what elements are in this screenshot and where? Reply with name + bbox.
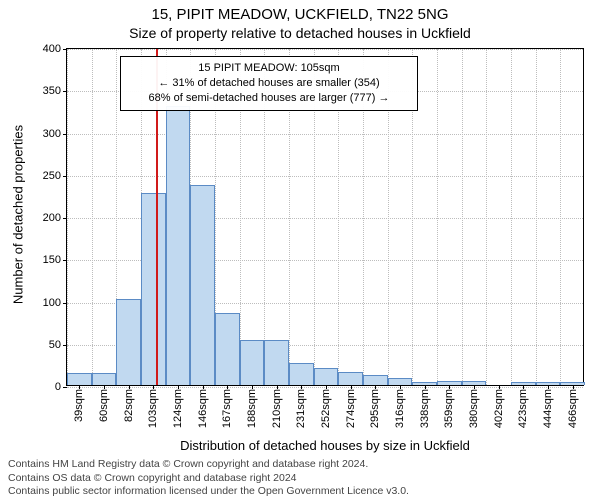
xtick-label: 60sqm — [98, 389, 110, 422]
ytick-label: 100 — [43, 297, 67, 309]
ytick-label: 150 — [43, 254, 67, 266]
y-axis-label: Number of detached properties — [11, 115, 26, 315]
annotation-line: ← 31% of detached houses are smaller (35… — [129, 76, 409, 91]
histogram-bar — [264, 340, 289, 385]
xtick-label: 231sqm — [295, 389, 307, 428]
xtick-label: 402sqm — [493, 389, 505, 428]
xtick-label: 316sqm — [394, 389, 406, 428]
histogram-bar — [116, 299, 141, 385]
grid-line-v — [486, 49, 487, 385]
chart-container: 15, PIPIT MEADOW, UCKFIELD, TN22 5NG Siz… — [0, 0, 600, 500]
ytick-label: 50 — [49, 339, 67, 351]
grid-line-v — [462, 49, 463, 385]
histogram-bar — [190, 185, 215, 385]
grid-line-v — [92, 49, 93, 385]
grid-line-v — [511, 49, 512, 385]
histogram-bar — [388, 378, 413, 385]
annotation-box: 15 PIPIT MEADOW: 105sqm ← 31% of detache… — [120, 56, 418, 111]
ytick-label: 300 — [43, 128, 67, 140]
grid-line-v — [67, 49, 68, 385]
xtick-label: 39sqm — [73, 389, 85, 422]
annotation-line: 15 PIPIT MEADOW: 105sqm — [129, 61, 409, 76]
grid-line-v — [437, 49, 438, 385]
histogram-bar — [92, 373, 117, 385]
ytick-label: 350 — [43, 85, 67, 97]
histogram-bar — [166, 106, 191, 385]
xtick-label: 103sqm — [147, 389, 159, 428]
xtick-label: 252sqm — [320, 389, 332, 428]
xtick-label: 146sqm — [197, 389, 209, 428]
grid-line-v — [536, 49, 537, 385]
ytick-label: 250 — [43, 170, 67, 182]
xtick-label: 167sqm — [221, 389, 233, 428]
chart-title-main: 15, PIPIT MEADOW, UCKFIELD, TN22 5NG — [0, 0, 600, 23]
grid-line-h — [67, 176, 583, 177]
xtick-label: 359sqm — [443, 389, 455, 428]
caption-line: Contains HM Land Registry data © Crown c… — [8, 458, 592, 472]
histogram-bar — [289, 363, 314, 385]
histogram-bar — [338, 372, 363, 385]
histogram-bar — [215, 313, 240, 385]
caption-line: Contains public sector information licen… — [8, 485, 592, 499]
grid-line-h — [67, 387, 583, 388]
grid-line-v — [560, 49, 561, 385]
xtick-label: 210sqm — [271, 389, 283, 428]
ytick-label: 400 — [43, 43, 67, 55]
histogram-bar — [314, 368, 339, 385]
annotation-line: 68% of semi-detached houses are larger (… — [129, 91, 409, 106]
xtick-label: 380sqm — [468, 389, 480, 428]
caption-line: Contains OS data © Crown copyright and d… — [8, 472, 592, 486]
ytick-label: 200 — [43, 212, 67, 224]
chart-title-sub: Size of property relative to detached ho… — [0, 23, 600, 41]
histogram-bar — [67, 373, 92, 385]
xtick-label: 295sqm — [369, 389, 381, 428]
ytick-label: 0 — [55, 381, 67, 393]
grid-line-h — [67, 49, 583, 50]
xtick-label: 423sqm — [517, 389, 529, 428]
xtick-label: 188sqm — [246, 389, 258, 428]
xtick-label: 274sqm — [345, 389, 357, 428]
x-axis-label: Distribution of detached houses by size … — [66, 438, 584, 453]
histogram-bar — [240, 340, 265, 385]
xtick-label: 338sqm — [419, 389, 431, 428]
xtick-label: 466sqm — [567, 389, 579, 428]
xtick-label: 82sqm — [123, 389, 135, 422]
xtick-label: 124sqm — [172, 389, 184, 428]
grid-line-h — [67, 134, 583, 135]
histogram-bar — [141, 193, 166, 385]
caption: Contains HM Land Registry data © Crown c… — [0, 458, 600, 499]
histogram-bar — [363, 375, 388, 385]
xtick-label: 444sqm — [542, 389, 554, 428]
